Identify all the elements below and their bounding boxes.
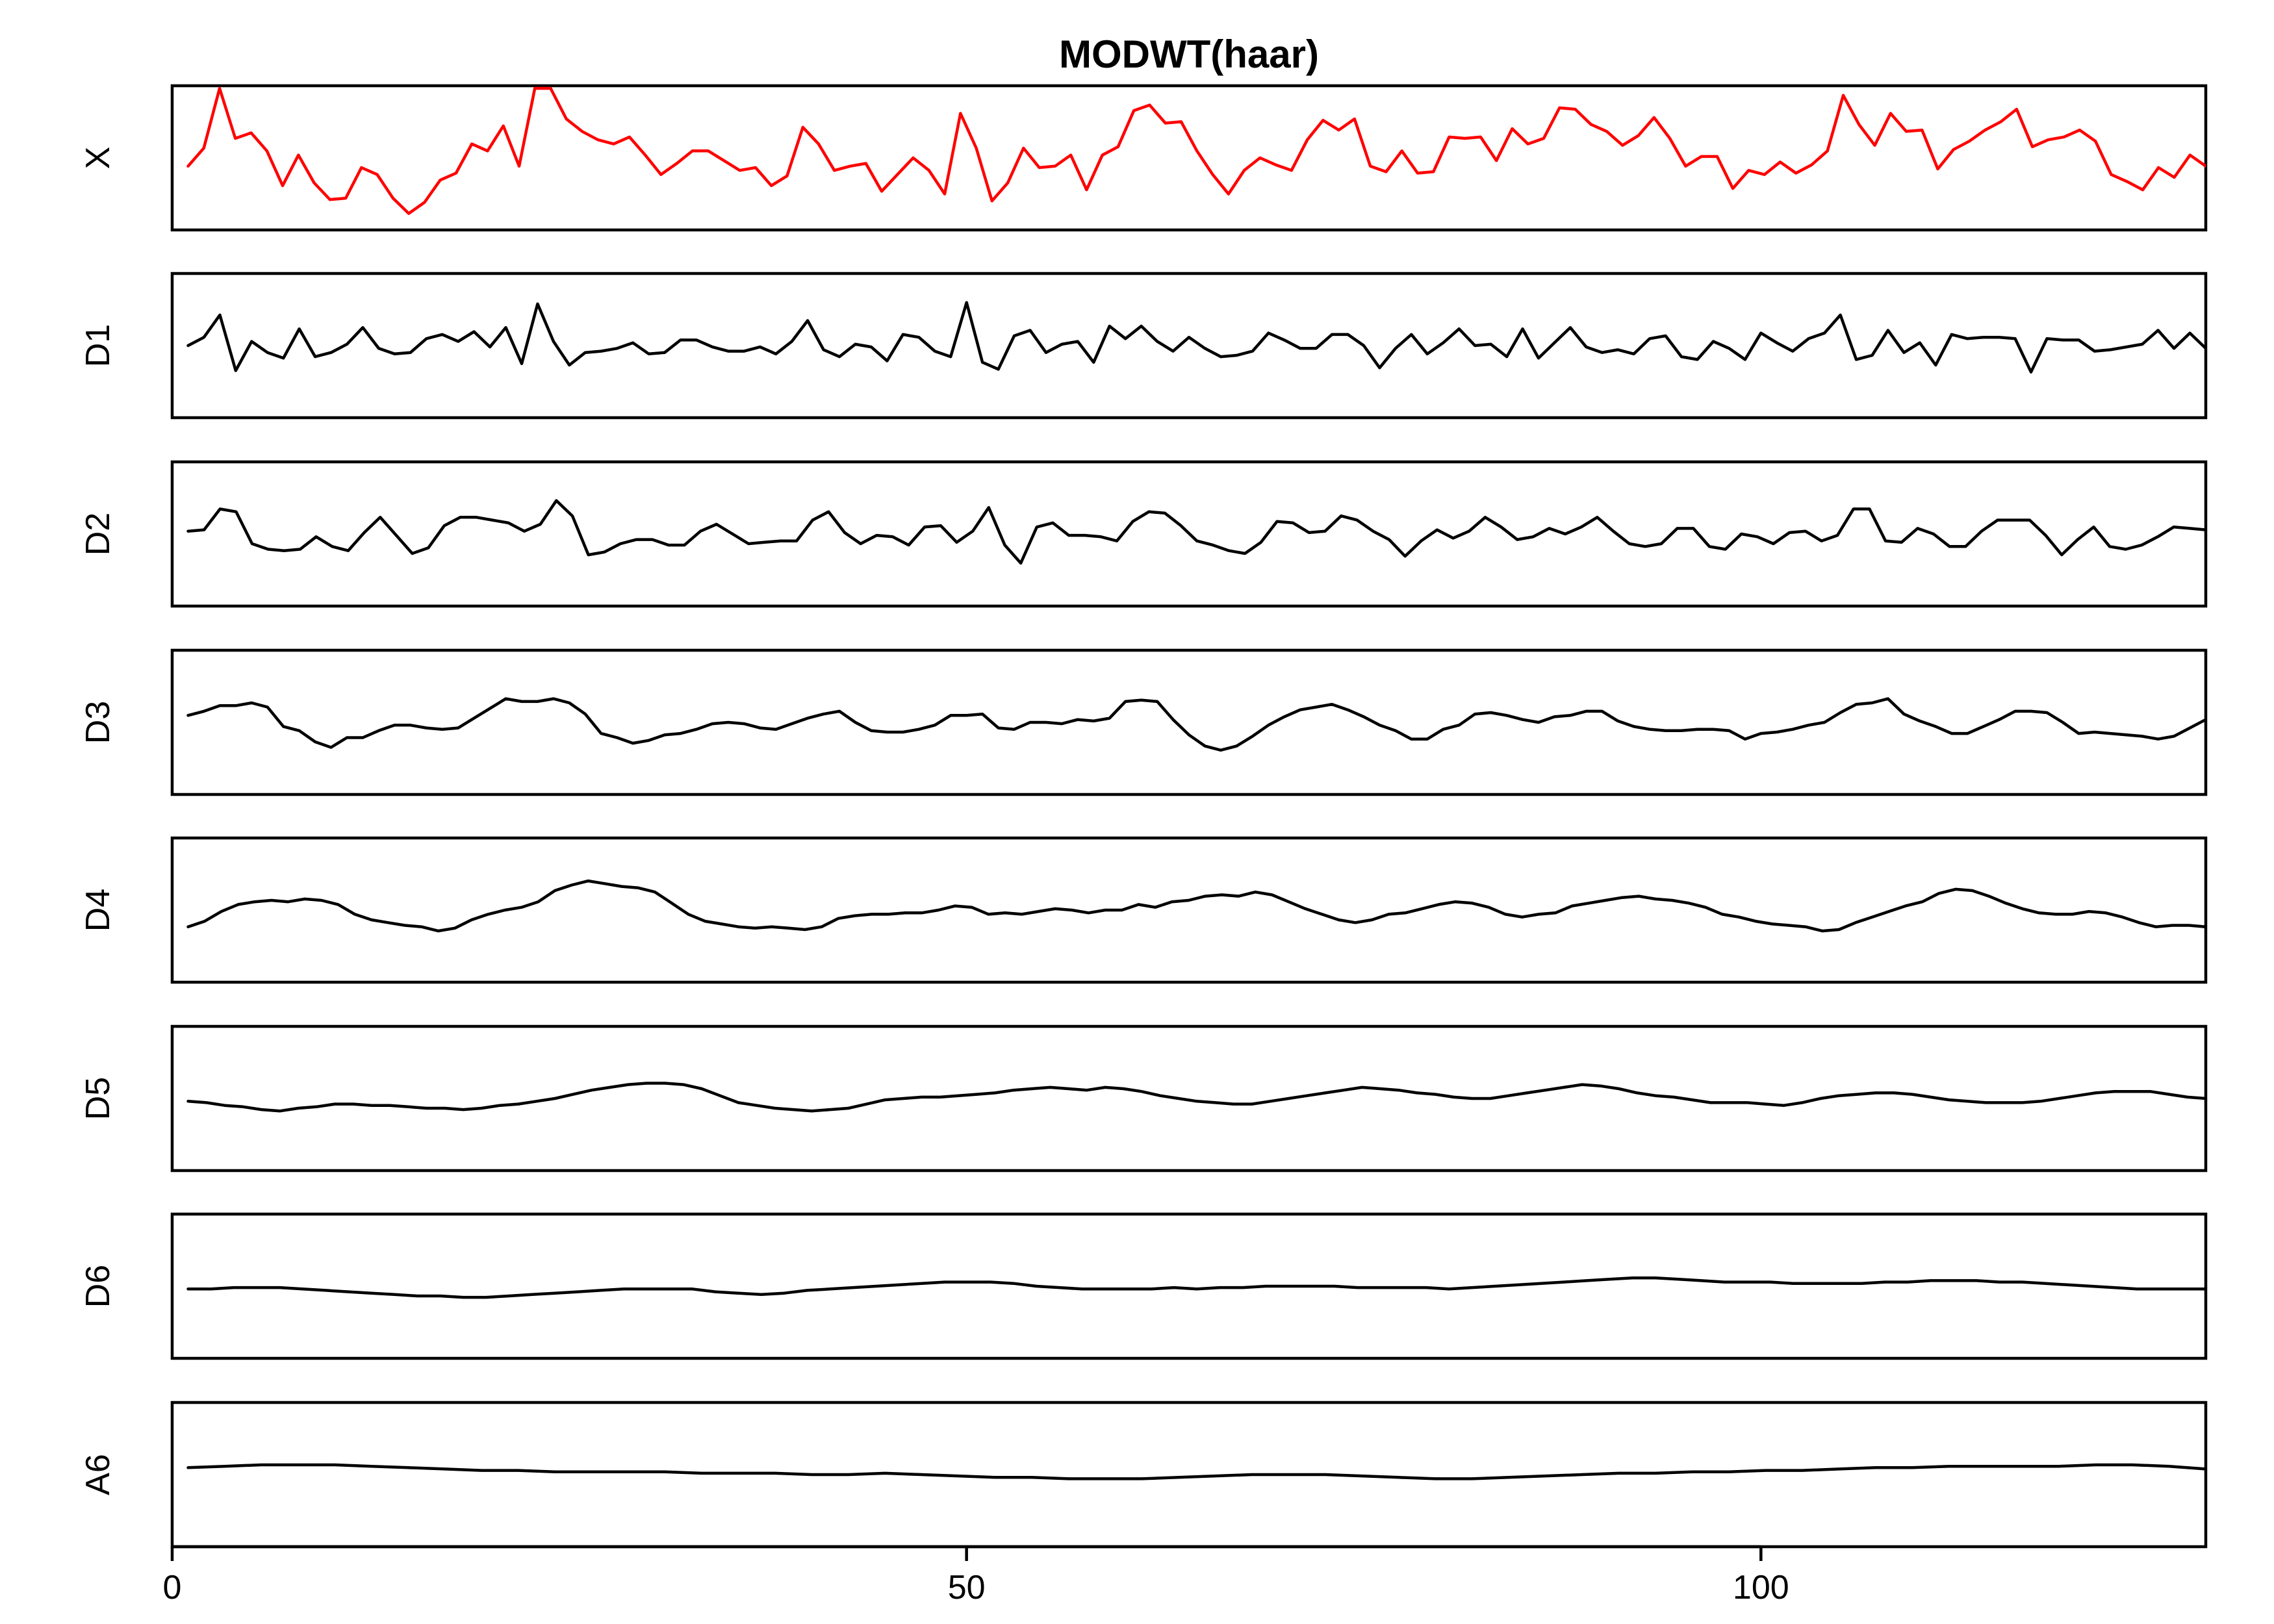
series-line-d6 [186,1276,2206,1299]
panels: X D1 D2 D3 D4 D5 D6 A6 [79,84,2208,1549]
series-line-x [186,86,2206,215]
panel-d6: D6 [79,1212,2208,1360]
x-tick-label: 50 [948,1569,986,1606]
panel-d1: D1 [79,272,2208,420]
panel-label-d2: D2 [79,513,117,555]
series-line-d3 [186,697,2206,752]
panel-label-x: X [79,147,117,170]
panel-d5: D5 [79,1024,2208,1173]
panel-label-d1: D1 [79,324,117,367]
panel-frame-d5 [170,1024,2208,1173]
panel-x: X [79,84,2208,232]
series-line-d4 [186,879,2206,933]
panel-label-d5: D5 [79,1077,117,1120]
panel-frame-d4 [170,836,2208,984]
x-tick-label: 100 [1733,1569,1789,1606]
panel-d3: D3 [79,648,2208,796]
chart-title: MODWT(haar) [1059,32,1319,76]
panel-frame-d6 [170,1212,2208,1360]
panel-d2: D2 [79,460,2208,608]
x-tick-label: 0 [163,1569,182,1606]
series-line-d2 [186,499,2206,565]
series-line-a6 [186,1463,2206,1480]
panel-frame-x [170,84,2208,232]
series-line-d1 [186,301,2206,374]
panel-frame-d2 [170,460,2208,608]
panel-a6: A6 [79,1401,2208,1549]
panel-label-d3: D3 [79,701,117,744]
panel-frame-a6 [170,1401,2208,1549]
series-line-d5 [186,1082,2206,1113]
panel-label-d4: D4 [79,889,117,932]
x-axis: 0 50 100 [163,1545,1789,1606]
panel-label-a6: A6 [79,1454,117,1495]
panel-frame-d3 [170,648,2208,796]
panel-frame-d1 [170,272,2208,420]
panel-d4: D4 [79,836,2208,984]
panel-label-d6: D6 [79,1265,117,1308]
